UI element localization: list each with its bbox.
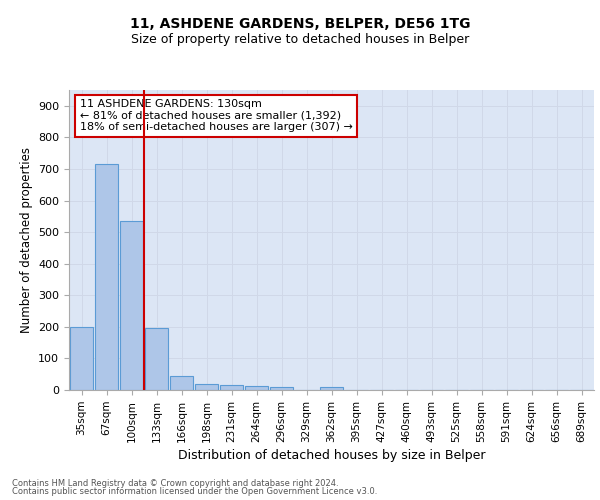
Bar bbox=[245, 386, 268, 390]
X-axis label: Distribution of detached houses by size in Belper: Distribution of detached houses by size … bbox=[178, 449, 485, 462]
Text: Size of property relative to detached houses in Belper: Size of property relative to detached ho… bbox=[131, 32, 469, 46]
Y-axis label: Number of detached properties: Number of detached properties bbox=[20, 147, 32, 333]
Text: Contains public sector information licensed under the Open Government Licence v3: Contains public sector information licen… bbox=[12, 487, 377, 496]
Bar bbox=[120, 221, 143, 390]
Bar bbox=[95, 164, 118, 390]
Bar bbox=[270, 387, 293, 390]
Text: Contains HM Land Registry data © Crown copyright and database right 2024.: Contains HM Land Registry data © Crown c… bbox=[12, 478, 338, 488]
Text: 11 ASHDENE GARDENS: 130sqm
← 81% of detached houses are smaller (1,392)
18% of s: 11 ASHDENE GARDENS: 130sqm ← 81% of deta… bbox=[79, 99, 352, 132]
Bar bbox=[220, 386, 243, 390]
Bar bbox=[320, 388, 343, 390]
Bar bbox=[170, 376, 193, 390]
Text: 11, ASHDENE GARDENS, BELPER, DE56 1TG: 11, ASHDENE GARDENS, BELPER, DE56 1TG bbox=[130, 18, 470, 32]
Bar bbox=[70, 327, 93, 390]
Bar bbox=[145, 328, 168, 390]
Bar bbox=[195, 384, 218, 390]
